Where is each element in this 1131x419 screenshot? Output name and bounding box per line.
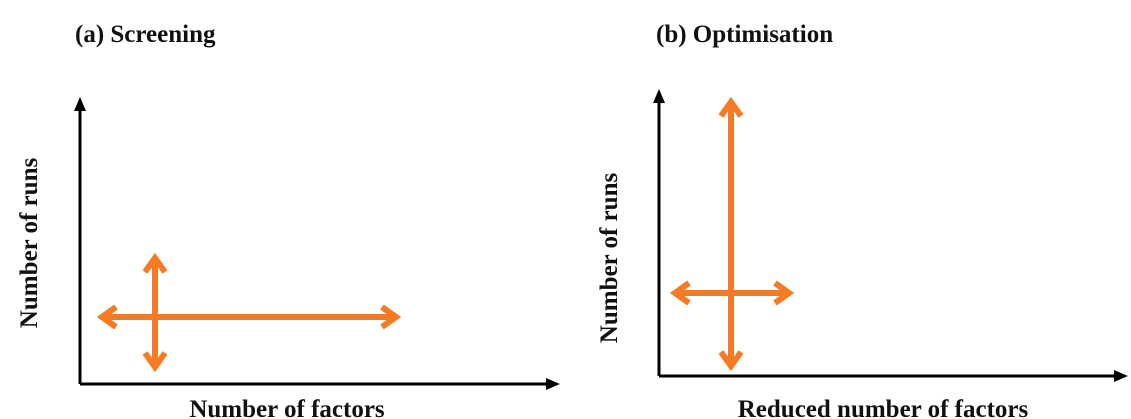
x-axis-label-optimisation: Reduced number of factors	[738, 396, 1029, 419]
arrowhead-up	[142, 252, 168, 274]
range-arrows-screening	[96, 252, 402, 373]
y-axis-arrowhead	[653, 89, 665, 103]
panel-optimisation: (b) Optimisation Reduced number of facto…	[596, 21, 1128, 419]
x-axis-screening	[80, 378, 560, 390]
panel-title-screening: (a) Screening	[75, 21, 216, 48]
x-axis-arrowhead	[546, 378, 560, 390]
y-axis-label-optimisation: Number of runs	[596, 173, 623, 344]
y-axis-arrowhead	[74, 97, 86, 111]
x-axis-arrowhead	[1114, 370, 1128, 382]
range-arrows-optimisation	[669, 96, 795, 372]
arrowhead-right	[773, 280, 795, 306]
panel-title-optimisation: (b) Optimisation	[656, 21, 833, 48]
arrowhead-down	[142, 351, 168, 373]
arrowhead-down	[718, 350, 744, 372]
arrowhead-left	[96, 304, 118, 330]
y-axis-screening	[74, 97, 86, 384]
x-axis-label-screening: Number of factors	[189, 396, 385, 419]
arrowhead-left	[669, 280, 691, 306]
y-axis-label-screening: Number of runs	[16, 158, 43, 329]
y-axis-optimisation	[653, 89, 665, 376]
panel-screening: (a) Screening Number of factors Number o…	[16, 21, 560, 419]
x-axis-optimisation	[659, 370, 1128, 382]
arrowhead-right	[380, 304, 402, 330]
arrowhead-up	[718, 96, 744, 118]
